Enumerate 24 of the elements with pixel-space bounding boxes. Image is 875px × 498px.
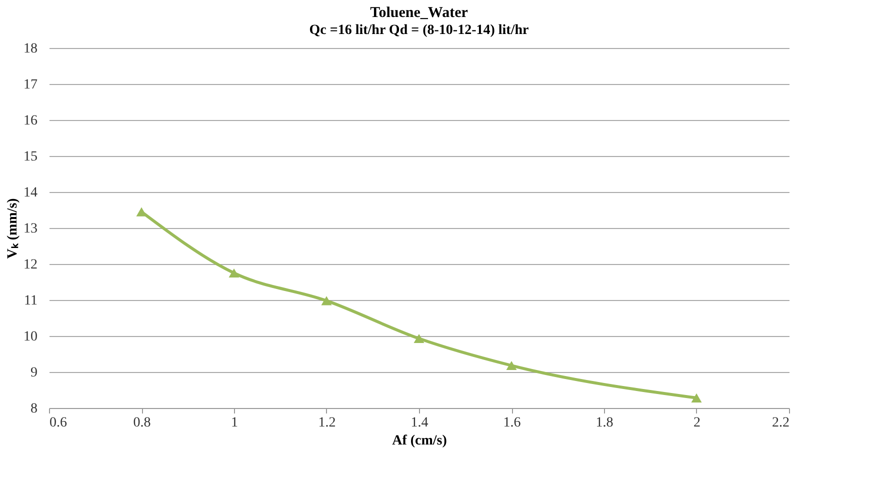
y-tick-label: 18 bbox=[24, 42, 38, 56]
x-tick-label: 0.6 bbox=[50, 416, 67, 430]
chart-title: Toluene_Water bbox=[370, 5, 468, 21]
y-tick-label: 9 bbox=[30, 366, 38, 380]
x-tick-label: 0.8 bbox=[133, 416, 151, 430]
y-tick-label: 8 bbox=[30, 402, 38, 416]
y-axis-title: Vₖ (mm/s) bbox=[6, 198, 20, 259]
x-tick-label: 1.4 bbox=[410, 416, 428, 430]
y-tick-label: 17 bbox=[24, 78, 38, 92]
x-tick-label: 1 bbox=[231, 416, 238, 430]
y-tick-label: 13 bbox=[24, 222, 38, 236]
y-tick-label: 11 bbox=[24, 294, 38, 308]
y-tick-label: 10 bbox=[24, 330, 38, 344]
x-tick-label: 1.6 bbox=[503, 416, 521, 430]
x-tick-label: 1.2 bbox=[318, 416, 336, 430]
y-tick-label: 12 bbox=[24, 258, 38, 272]
chart-subtitle: Qc =16 lit/hr Qd = (8-10-12-14) lit/hr bbox=[309, 23, 529, 38]
y-tick-label: 16 bbox=[24, 114, 38, 128]
x-tick-label: 2 bbox=[694, 416, 700, 430]
y-tick-label: 15 bbox=[24, 150, 38, 164]
x-tick-label: 1.8 bbox=[596, 416, 614, 430]
x-tick-label: 2.2 bbox=[772, 416, 790, 430]
x-axis-title: Af (cm/s) bbox=[392, 434, 448, 448]
y-tick-label: 14 bbox=[24, 186, 38, 200]
